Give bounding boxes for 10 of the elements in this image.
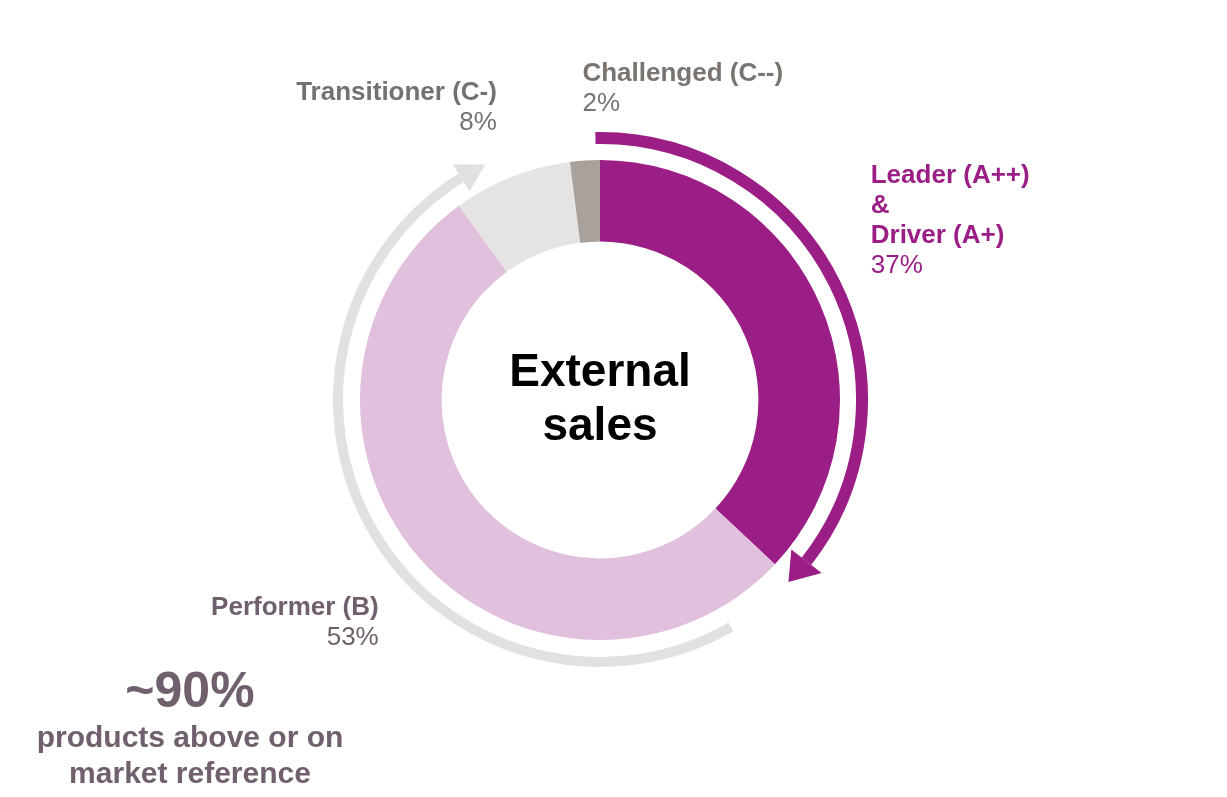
data-label: 37% (870, 249, 923, 280)
data-label: 53% (326, 621, 379, 652)
slice-label: Transitioner (C-) (296, 75, 497, 106)
data-label: 2% (582, 86, 620, 117)
data-label: 8% (459, 105, 497, 136)
slice-label: Leader (A++) & Driver (A+) (870, 159, 1030, 250)
slice-label: Performer (B) (211, 591, 379, 622)
text: External sales (509, 343, 691, 450)
text: ~90% products above or on market reference (36, 661, 344, 790)
slice-label: Challenged (C--) (582, 56, 784, 87)
